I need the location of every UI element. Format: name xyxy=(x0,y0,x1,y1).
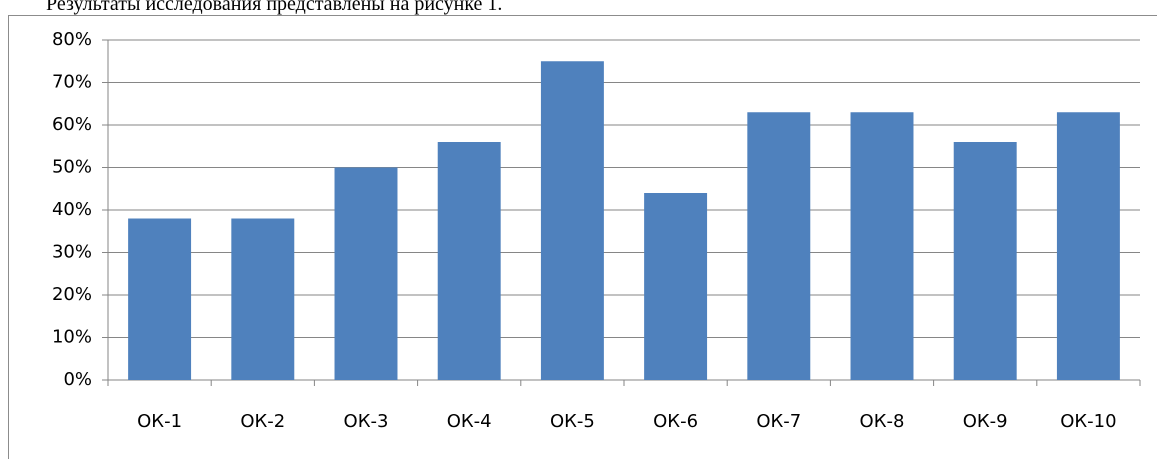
x-tick-label: ОК-1 xyxy=(137,411,182,432)
y-tick-label: 40% xyxy=(52,199,92,220)
y-tick-label: 0% xyxy=(63,369,92,390)
bar xyxy=(1057,112,1120,380)
x-tick-label: ОК-8 xyxy=(860,411,905,432)
bar xyxy=(954,142,1017,380)
x-tick-label: ОК-5 xyxy=(550,411,595,432)
bar xyxy=(335,168,398,381)
y-tick-label: 30% xyxy=(52,242,92,263)
x-tick-label: ОК-9 xyxy=(963,411,1008,432)
x-tick-label: ОК-7 xyxy=(756,411,801,432)
bar xyxy=(231,219,294,381)
bar xyxy=(128,219,191,381)
x-tick-label: ОК-2 xyxy=(240,411,285,432)
bar xyxy=(541,61,604,380)
y-tick-label: 60% xyxy=(52,114,92,135)
y-tick-label: 10% xyxy=(52,327,92,348)
bar xyxy=(644,193,707,380)
bar xyxy=(438,142,501,380)
x-tick-label: ОК-3 xyxy=(344,411,389,432)
document-text: Результаты исследования представлены на … xyxy=(46,0,502,15)
bar xyxy=(747,112,810,380)
x-tick-label: ОК-4 xyxy=(447,411,492,432)
y-tick-label: 20% xyxy=(52,284,92,305)
bar xyxy=(851,112,914,380)
y-tick-label: 80% xyxy=(52,29,92,50)
y-tick-label: 70% xyxy=(52,72,92,93)
x-tick-label: ОК-6 xyxy=(653,411,698,432)
x-tick-label: ОК-10 xyxy=(1060,411,1116,432)
y-tick-label: 50% xyxy=(52,157,92,178)
